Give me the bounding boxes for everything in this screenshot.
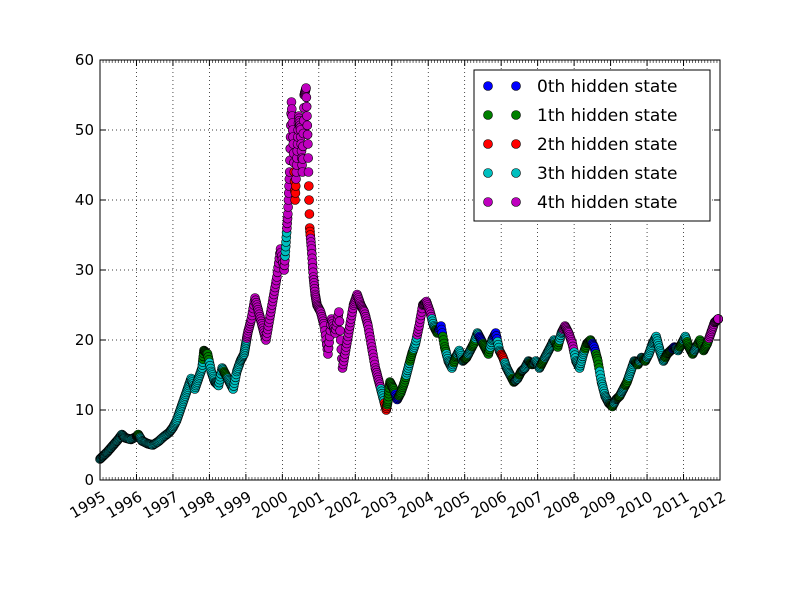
data-point — [334, 307, 344, 317]
y-tick-label: 20 — [75, 331, 94, 349]
y-axis-tick-labels: 0 10 20 30 40 50 60 — [75, 51, 94, 489]
legend-marker — [483, 139, 493, 149]
legend-marker — [483, 168, 493, 178]
y-tick-label: 60 — [75, 51, 94, 69]
data-point — [302, 129, 313, 140]
data-point — [303, 139, 313, 149]
data-point — [304, 209, 315, 219]
legend-label: 4th hidden state — [537, 193, 677, 213]
legend-marker — [511, 168, 521, 178]
legend-marker — [511, 81, 521, 91]
data-point — [303, 181, 314, 191]
legend: 0th hidden state 1th hidden state 2th hidd… — [473, 69, 711, 222]
data-point — [302, 111, 312, 121]
data-point — [334, 316, 345, 327]
data-point — [302, 120, 313, 131]
legend-marker — [483, 81, 493, 91]
data-point — [301, 92, 312, 103]
legend-marker — [511, 197, 521, 207]
data-point — [301, 101, 312, 112]
legend-marker — [511, 139, 521, 149]
legend-label: 3th hidden state — [537, 164, 677, 184]
legend-marker — [483, 110, 493, 120]
data-points — [95, 83, 723, 464]
legend-label: 2th hidden state — [537, 135, 677, 155]
legend-label: 0th hidden state — [537, 77, 677, 97]
y-tick-label: 40 — [75, 191, 94, 209]
data-point — [713, 314, 723, 324]
legend-label: 1th hidden state — [537, 106, 677, 126]
axis-ticks — [99, 59, 721, 481]
y-tick-label: 10 — [75, 401, 94, 419]
data-point — [301, 83, 311, 93]
data-point — [335, 325, 345, 336]
legend-marker — [483, 197, 493, 207]
data-point — [303, 153, 313, 163]
data-point — [303, 167, 314, 177]
data-point — [304, 195, 314, 205]
y-tick-label: 50 — [75, 121, 94, 139]
legend-marker — [511, 110, 521, 120]
y-tick-label: 30 — [75, 261, 94, 279]
y-tick-label: 0 — [84, 471, 94, 489]
